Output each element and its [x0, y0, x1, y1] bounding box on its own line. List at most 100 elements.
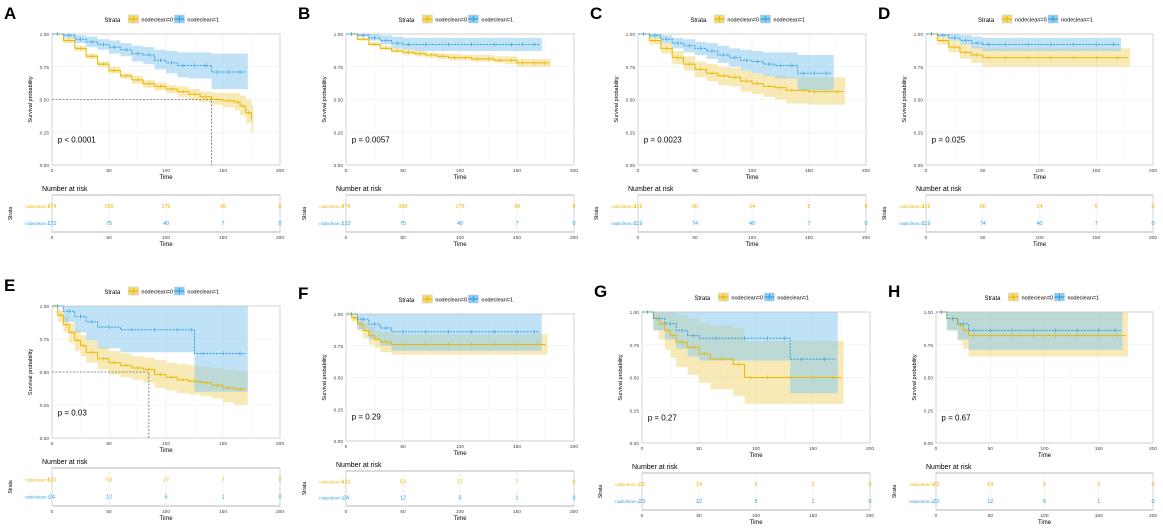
risk-row-label: nodeclean=1 [25, 221, 50, 226]
legend: Strata nodeclean=0 nodeclean=1 [398, 294, 513, 304]
x-axis-label: Time [745, 175, 759, 181]
km-chart: Strata nodeclean=0 nodeclean=1 0.00 0.25 0.50… [594, 14, 870, 248]
p-value: p = 0.025 [932, 136, 966, 145]
risk-count: 0 [1151, 204, 1154, 210]
x-axis-label: Time [1038, 453, 1052, 459]
risk-x-axis-label: Time [745, 242, 759, 248]
risk-x-tick-label: 200 [276, 509, 284, 515]
risk-count: 1 [1097, 499, 1100, 505]
risk-count: 12 [400, 495, 406, 501]
legend: Strata nodeclean=0 nodeclean=1 [978, 14, 1093, 24]
y-tick-label: 1.00 [40, 304, 50, 310]
risk-count: 7 [515, 221, 518, 227]
x-tick-label: 50 [400, 168, 406, 174]
y-tick-label: 1.00 [334, 32, 344, 38]
y-tick-label: 0.50 [334, 376, 344, 382]
ci-band-nodeclean0 [638, 34, 846, 105]
risk-count: 176 [161, 204, 170, 210]
x-tick-label: 100 [1040, 446, 1048, 452]
risk-table-title: Number at risk [336, 186, 382, 193]
median-line [52, 99, 212, 165]
risk-count: 6 [754, 482, 757, 488]
risk-x-tick-label: 150 [1095, 513, 1103, 519]
risk-count: 53 [400, 480, 406, 486]
y-tick-label: 0.75 [914, 65, 924, 71]
risk-count: 119 [922, 221, 931, 227]
legend-label: nodeclean=1 [1067, 296, 1099, 302]
x-tick-label: 50 [696, 446, 702, 452]
risk-count: 40 [1036, 221, 1042, 227]
p-value: p = 0.0023 [644, 136, 683, 145]
risk-table-title: Number at risk [632, 464, 678, 471]
x-tick-label: 150 [1095, 446, 1103, 452]
risk-count: 119 [634, 204, 643, 210]
x-tick-label: 0 [935, 446, 938, 452]
legend-title: Strata [104, 290, 121, 296]
risk-count: 5 [754, 499, 757, 505]
risk-x-axis-label: Time [1038, 520, 1052, 526]
risk-count: 0 [1151, 499, 1154, 505]
risk-x-axis-label: Time [1033, 242, 1047, 248]
y-tick-label: 1.00 [40, 32, 50, 38]
x-axis-label: Time [453, 175, 467, 181]
risk-count: 5 [458, 495, 461, 501]
ci-band-nodeclean1 [346, 314, 542, 351]
y-axis-label: Survival probability [322, 354, 328, 400]
risk-count: 23 [933, 499, 939, 505]
ci-band-nodeclean1 [52, 306, 248, 392]
y-tick-label: 0.00 [334, 439, 344, 445]
risk-count: 7 [1095, 221, 1098, 227]
x-tick-label: 200 [1149, 446, 1157, 452]
risk-count: 75 [400, 221, 406, 227]
risk-x-tick-label: 100 [1035, 235, 1043, 241]
risk-x-tick-label: 150 [219, 235, 227, 241]
risk-count: 24 [343, 495, 349, 501]
risk-count: 7 [221, 477, 224, 483]
risk-count: 0 [1151, 221, 1154, 227]
legend: Strata nodeclean=0 nodeclean=1 [984, 292, 1099, 302]
y-tick-label: 0.75 [630, 343, 640, 349]
risk-x-tick-label: 50 [106, 235, 112, 241]
legend-title: Strata [690, 18, 707, 24]
p-value: p = 0.67 [941, 414, 971, 423]
risk-x-tick-label: 150 [809, 513, 817, 519]
risk-side-label: Strata [8, 480, 14, 494]
risk-count: 399 [104, 204, 113, 210]
risk-x-tick-label: 150 [513, 509, 521, 515]
x-tick-label: 50 [980, 168, 986, 174]
y-tick-label: 0.75 [40, 337, 50, 343]
risk-count: 27 [457, 480, 463, 486]
panel-d: D Strata nodeclean=0 nodeclean=1 0.00 0.25 0.5… [874, 0, 1163, 250]
risk-count: 399 [398, 204, 407, 210]
risk-count: 53 [106, 477, 112, 483]
x-tick-label: 200 [1149, 168, 1157, 174]
risk-x-tick-label: 0 [345, 509, 348, 515]
y-tick-label: 0.75 [924, 343, 934, 349]
survival-curve-nodeclean0 [638, 33, 844, 93]
y-tick-label: 0.50 [40, 98, 50, 104]
panel-letter: F [298, 284, 309, 303]
risk-row-label: nodeclean=1 [909, 499, 934, 504]
risk-x-tick-label: 0 [51, 235, 54, 241]
x-tick-label: 50 [400, 444, 406, 450]
x-axis-label: Time [1033, 175, 1047, 181]
y-tick-label: 0.00 [40, 436, 50, 442]
x-tick-label: 100 [162, 168, 170, 174]
km-chart: Strata nodeclean=0 nodeclean=1 0.00 0.25 0.50… [882, 14, 1157, 248]
risk-x-tick-label: 0 [345, 235, 348, 241]
risk-x-tick-label: 200 [570, 235, 578, 241]
risk-count: 1 [811, 499, 814, 505]
y-tick-label: 0.25 [626, 130, 636, 136]
x-tick-label: 200 [276, 168, 284, 174]
panel-f: F Strata nodeclean=0 nodeclean=1 0.00 0.25 0.5… [294, 280, 584, 524]
risk-count: 1 [221, 495, 224, 501]
y-tick-label: 0.25 [914, 130, 924, 136]
risk-x-tick-label: 0 [641, 513, 644, 519]
risk-x-tick-label: 50 [106, 509, 112, 515]
y-tick-label: 0.50 [924, 376, 934, 382]
y-axis-label: Survival probability [618, 354, 624, 400]
x-tick-label: 100 [162, 441, 170, 447]
x-tick-label: 200 [570, 444, 578, 450]
risk-count: 5 [807, 204, 810, 210]
risk-row-label: nodeclean=0 [25, 204, 50, 209]
